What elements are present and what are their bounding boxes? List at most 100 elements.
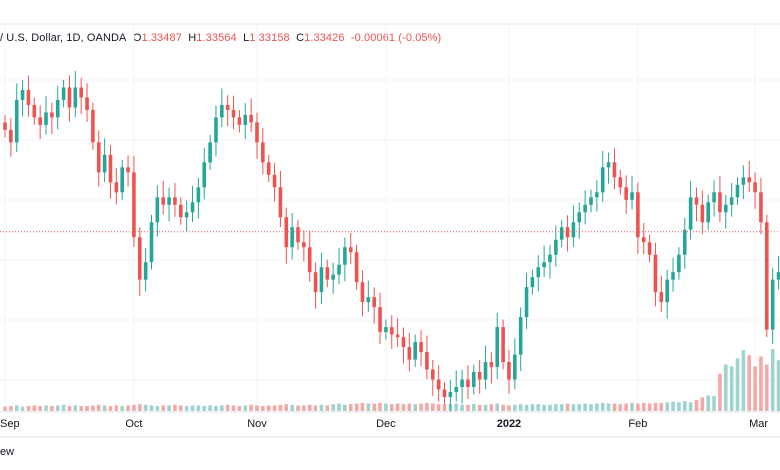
candle-body-61[interactable] — [360, 282, 365, 303]
candle-body-117[interactable] — [688, 197, 693, 230]
candle-body-63[interactable] — [372, 297, 376, 308]
candle-body-11[interactable] — [67, 87, 72, 108]
candle-body-103[interactable] — [606, 162, 611, 168]
candle-body-111[interactable] — [653, 254, 658, 293]
candle-body-14[interactable] — [85, 97, 89, 110]
candle-body-70[interactable] — [413, 342, 417, 360]
candle-body-44[interactable] — [261, 142, 265, 163]
candle-body-78[interactable] — [460, 379, 464, 388]
candle-body-79[interactable] — [466, 379, 470, 388]
candle-body-128[interactable] — [753, 182, 757, 193]
candle-body-37[interactable] — [220, 104, 224, 118]
candle-body-27[interactable] — [161, 197, 166, 205]
candle-body-121[interactable] — [712, 192, 716, 203]
candle-body-5[interactable] — [32, 104, 37, 118]
candle-body-40[interactable] — [237, 117, 242, 125]
candle-body-67[interactable] — [395, 334, 400, 338]
candle-body-34[interactable] — [202, 162, 207, 188]
candle-body-25[interactable] — [149, 222, 154, 263]
candle-body-35[interactable] — [208, 142, 212, 163]
candle-body-31[interactable] — [184, 212, 189, 218]
candle-body-13[interactable] — [79, 87, 83, 98]
candle-body-39[interactable] — [231, 109, 236, 118]
candle-body-73[interactable] — [430, 369, 435, 380]
candle-body-16[interactable] — [96, 142, 101, 173]
candle-body-45[interactable] — [266, 162, 271, 175]
candle-body-125[interactable] — [735, 184, 740, 198]
candle-body-91[interactable] — [536, 267, 541, 278]
candle-body-52[interactable] — [307, 247, 312, 273]
candle-body-62[interactable] — [366, 297, 371, 303]
candle-body-47[interactable] — [278, 187, 283, 218]
candle-body-0[interactable] — [3, 122, 7, 130]
candle-body-17[interactable] — [102, 154, 107, 173]
candle-body-66[interactable] — [389, 327, 394, 335]
candle-body-30[interactable] — [179, 204, 183, 218]
candle-body-90[interactable] — [530, 277, 535, 288]
candle-body-42[interactable] — [249, 114, 253, 123]
candle-body-65[interactable] — [384, 327, 388, 333]
candle-body-131[interactable] — [770, 279, 775, 330]
candle-body-122[interactable] — [718, 192, 722, 213]
candle-body-80[interactable] — [472, 372, 476, 388]
candle-body-95[interactable] — [559, 227, 564, 240]
candle-body-6[interactable] — [38, 117, 42, 125]
candle-body-46[interactable] — [272, 174, 277, 188]
candle-body-120[interactable] — [706, 202, 710, 223]
candle-body-71[interactable] — [419, 342, 423, 353]
candle-body-7[interactable] — [44, 112, 48, 125]
candle-body-41[interactable] — [243, 114, 248, 125]
candle-body-118[interactable] — [694, 197, 699, 205]
candle-body-22[interactable] — [132, 172, 136, 238]
candle-body-8[interactable] — [50, 112, 54, 118]
candle-body-81[interactable] — [477, 372, 482, 380]
candle-body-126[interactable] — [741, 177, 746, 185]
candle-body-54[interactable] — [319, 267, 324, 293]
candle-body-49[interactable] — [290, 227, 294, 248]
candle-body-60[interactable] — [354, 252, 359, 283]
candle-body-23[interactable] — [137, 237, 142, 280]
candle-body-24[interactable] — [143, 262, 148, 280]
time-axis[interactable]: Sep Oct Nov Dec 2022 Feb Mar — [0, 418, 768, 430]
candle-body-106[interactable] — [624, 187, 628, 200]
candle-body-87[interactable] — [513, 354, 517, 380]
candle-body-4[interactable] — [26, 89, 31, 105]
candle-body-101[interactable] — [595, 192, 599, 198]
candle-body-75[interactable] — [442, 389, 447, 397]
candle-body-123[interactable] — [723, 204, 728, 213]
candle-body-10[interactable] — [61, 87, 66, 100]
candle-body-48[interactable] — [284, 217, 289, 248]
candle-body-112[interactable] — [659, 292, 664, 303]
candle-body-33[interactable] — [196, 187, 201, 203]
candle-body-20[interactable] — [120, 167, 124, 193]
candle-body-88[interactable] — [518, 317, 523, 355]
candle-body-114[interactable] — [671, 272, 675, 280]
candle-body-102[interactable] — [600, 167, 605, 193]
candle-body-26[interactable] — [155, 197, 160, 223]
candle-body-100[interactable] — [589, 197, 593, 205]
candle-body-98[interactable] — [577, 212, 582, 223]
candle-body-119[interactable] — [700, 204, 705, 223]
candle-body-56[interactable] — [331, 274, 335, 280]
candle-body-1[interactable] — [9, 129, 13, 143]
candle-body-89[interactable] — [524, 287, 529, 318]
candle-body-51[interactable] — [302, 242, 306, 248]
candle-body-99[interactable] — [583, 204, 587, 213]
candle-body-130[interactable] — [765, 222, 769, 330]
candle-body-107[interactable] — [630, 192, 634, 200]
candle-body-113[interactable] — [665, 279, 669, 303]
candle-body-83[interactable] — [489, 362, 494, 368]
candle-body-38[interactable] — [225, 104, 230, 110]
candle-body-15[interactable] — [91, 109, 95, 143]
candle-body-59[interactable] — [348, 247, 353, 253]
candle-body-58[interactable] — [343, 247, 347, 265]
candle-body-18[interactable] — [108, 154, 113, 183]
candle-body-115[interactable] — [677, 254, 681, 273]
candle-body-94[interactable] — [554, 239, 558, 255]
candle-body-69[interactable] — [407, 347, 412, 360]
candle-body-53[interactable] — [313, 272, 318, 293]
candle-body-43[interactable] — [255, 122, 259, 143]
candle-body-85[interactable] — [501, 327, 505, 363]
